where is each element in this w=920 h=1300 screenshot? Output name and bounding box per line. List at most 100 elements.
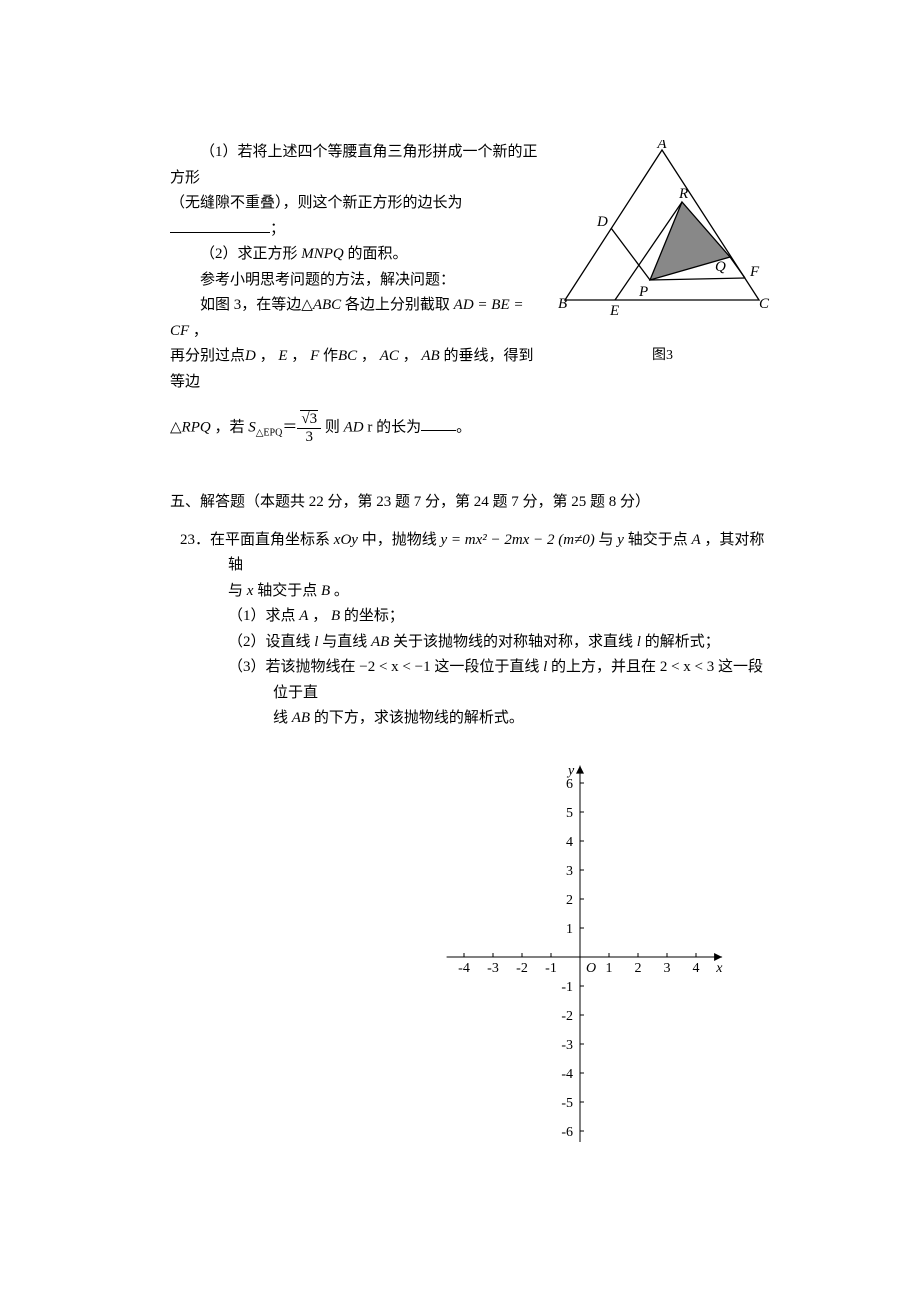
svg-text:6: 6 [566,777,573,792]
q23-s1: （1）求点 [228,608,299,624]
frac-num: 3 [310,411,318,427]
svg-text:1: 1 [606,961,613,976]
svg-text:3: 3 [664,961,671,976]
q23-B: B [321,583,330,599]
p5-d: D [245,348,256,364]
lbl-F: F [749,264,760,280]
p5-e: E [278,348,287,364]
q23-s2c: 关于该抛物线的对称轴对称，求直线 [389,634,637,650]
q22-p5b: ， [256,348,279,364]
q23-y: y [617,532,624,548]
s-sub: △EPQ [256,427,283,438]
q23-ih: 。 [330,583,349,599]
q23-s2a: （2）设直线 [228,634,314,650]
q23-A: A [691,532,700,548]
lbl-C: C [759,296,770,312]
q22-p1a: （1）若将上述四个等腰直角三角形拼成一个新的正方形 [170,144,538,186]
svg-text:y: y [566,763,575,778]
fraction: √33 [297,411,321,445]
svg-text:1: 1 [566,922,573,937]
svg-text:4: 4 [566,835,573,850]
q22-p4a: 如图 3，在等边 [200,297,301,313]
q22-p5c: ， [288,348,311,364]
q22-p4c: ， [189,323,208,339]
q22-p1b: （无缝隙不重叠），则这个新正方形的边长为 [170,195,463,211]
svg-text:-1: -1 [545,961,557,976]
q23-id: 轴交于点 [624,532,692,548]
q22-p6b: ，若 [211,419,249,435]
q23-s3a: （3）若该抛物线在 [228,659,356,675]
q23-s3r1: −2 < x < −1 [356,659,435,675]
lbl-Q: Q [715,259,726,275]
q22-p6d: r 的长为 [364,419,422,435]
p5-ac: AC [380,348,399,364]
lbl-P: P [638,284,648,300]
q23-ib: 中，抛物线 [358,532,441,548]
lbl-D: D [596,214,608,230]
q23-ia: 在平面直角坐标系 [210,532,334,548]
svg-text:x: x [715,961,723,976]
svg-text:-3: -3 [561,1038,573,1053]
blank-1 [170,217,270,233]
q23-eq: y = mx² − 2mx − 2 (m≠0) [440,532,594,548]
q22-p1c: ； [270,221,285,237]
q23-s1m: ， [308,608,331,624]
figure-3-caption: 图3 [555,344,770,368]
q23-s3b: 这一段位于直线 [434,659,543,675]
lbl-B: B [558,296,567,312]
q22-p5h: ， [357,348,380,364]
svg-text:5: 5 [566,806,573,821]
q23-s2d: 的解析式； [641,634,720,650]
p5-bc: BC [338,348,357,364]
svg-text:3: 3 [566,864,573,879]
svg-text:-2: -2 [516,961,528,976]
xoy: xOy [334,532,358,548]
abc: ABC [313,297,341,313]
figure-3: A B C D E F R P Q [555,140,770,330]
q23-s3c: 的上方，并且在 [547,659,656,675]
tri: △ [301,297,313,313]
q23-s3ab: AB [292,710,310,726]
rpq: RPQ [182,419,211,435]
svg-text:-1: -1 [561,980,573,995]
section-5-heading: 五、解答题（本题共 22 分，第 23 题 7 分，第 24 题 7 分，第 2… [170,490,770,516]
svg-text:-3: -3 [487,961,499,976]
q22-eq: ＝ [282,419,297,435]
q22-p3: 参考小明思考问题的方法，解决问题： [200,272,455,288]
q23-ic: 与 [595,532,618,548]
q23-ig: 轴交于点 [253,583,321,599]
svg-text:-4: -4 [561,1067,573,1082]
p5-ab: AB [421,348,439,364]
blank-2 [421,415,456,431]
frac-den: 3 [297,429,321,446]
q23-s2b: 与直线 [318,634,371,650]
q22-p6c: 则 [321,419,344,435]
svg-text:2: 2 [566,893,573,908]
q23-s1B: B [331,608,340,624]
q22-p5i: ， [399,348,422,364]
p5-f: F [310,348,319,364]
q22-p6e: 。 [456,419,471,435]
lbl-E: E [609,303,619,319]
q22-p4b: 各边上分别截取 [341,297,454,313]
lbl-R: R [678,186,688,202]
mnpq: MNPQ [301,246,344,262]
q22-p5a: 再分别过点 [170,348,245,364]
q22-p2: （2）求正方形 [200,246,301,262]
tri2: △ [170,419,182,435]
q23-if: 与 [228,583,247,599]
svg-text:-6: -6 [561,1125,573,1140]
ad2: AD [344,419,364,435]
svg-text:2: 2 [635,961,642,976]
svg-text:4: 4 [693,961,700,976]
q23-s2ab: AB [371,634,389,650]
svg-text:-2: -2 [561,1009,573,1024]
svg-text:-4: -4 [458,961,470,976]
q22-p5g: 作 [319,348,338,364]
coordinate-grid: -4-3-2-11234123456-1-2-3-4-5-6Oxy [420,762,730,1142]
q23-s3r2: 2 < x < 3 [656,659,718,675]
svg-text:O: O [586,961,596,976]
q23-s3f: 的下方，求该抛物线的解析式。 [310,710,524,726]
q22-p2e: 的面积。 [344,246,408,262]
lbl-A: A [656,140,667,152]
